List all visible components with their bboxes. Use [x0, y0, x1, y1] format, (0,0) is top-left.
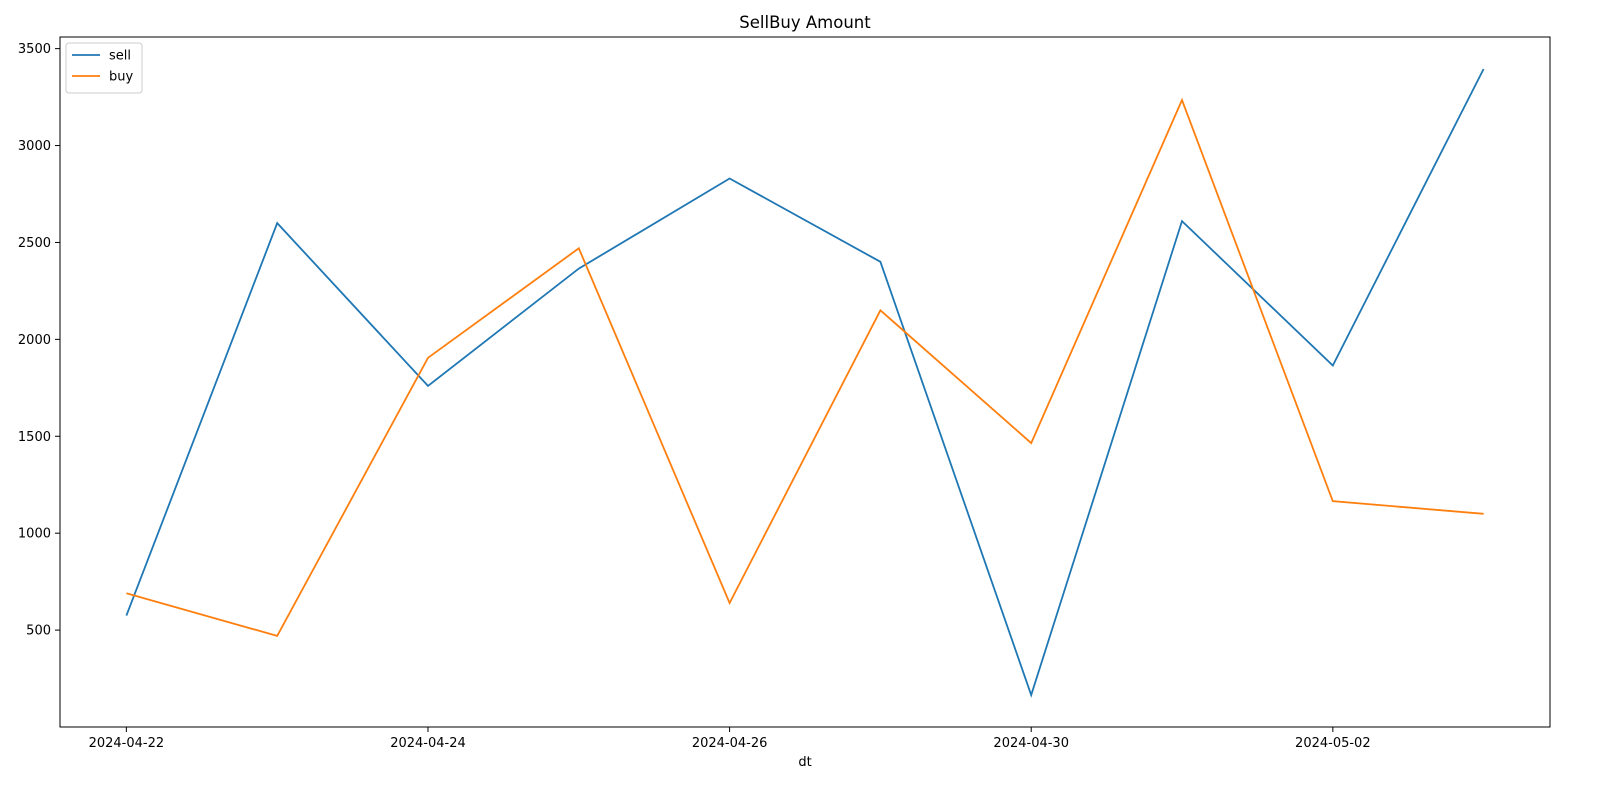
y-tick-label: 1500	[18, 430, 51, 445]
series-line-buy	[126, 97, 1484, 637]
y-tick-label: 2000	[18, 333, 51, 348]
x-tick-label: 2024-04-22	[89, 736, 165, 751]
x-axis-label: dt	[798, 755, 811, 770]
y-tick-label: 3000	[18, 139, 51, 154]
legend-label-buy: buy	[109, 70, 133, 85]
x-tick-label: 2024-04-24	[390, 736, 466, 751]
series-line-sell	[125, 68, 1485, 698]
y-axis-ticks: 500 1000 1500 2000 2500 3000 3500	[18, 42, 60, 639]
x-tick-label: 2024-04-26	[692, 736, 768, 751]
y-tick-label: 3500	[18, 42, 51, 57]
legend-label-sell: sell	[109, 49, 131, 64]
chart-title: SellBuy Amount	[739, 13, 871, 32]
x-tick-label: 2024-04-30	[993, 736, 1069, 751]
y-tick-label: 2500	[18, 236, 51, 251]
legend: sell buy	[65, 42, 143, 94]
series-lines	[125, 68, 1485, 698]
y-tick-label: 500	[26, 624, 51, 639]
x-tick-label: 2024-05-02	[1295, 736, 1371, 751]
y-tick-label: 1000	[18, 527, 51, 542]
plot-frame	[59, 36, 1551, 728]
x-axis-ticks: 2024-04-22 2024-04-24 2024-04-26 2024-04-30…	[89, 727, 1371, 751]
